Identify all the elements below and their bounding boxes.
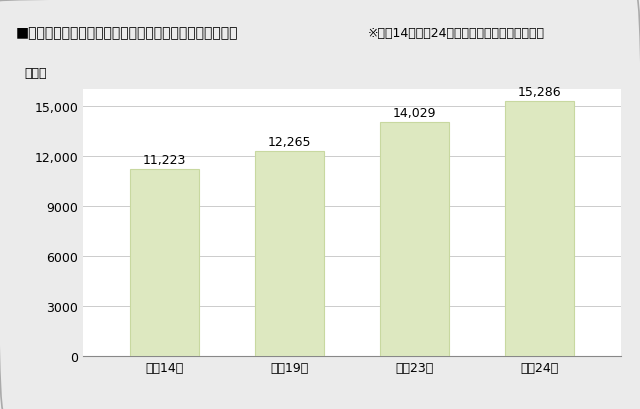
Bar (380, 123, 449, 356)
Bar (130, 169, 199, 356)
Text: ■遺産分割事件の新受件数（審判事件、調停事件の合計）: ■遺産分割事件の新受件数（審判事件、調停事件の合計） (16, 27, 239, 40)
Bar (255, 152, 324, 356)
Text: 15,286: 15,286 (518, 86, 561, 99)
Bar (505, 102, 574, 356)
Text: 12,265: 12,265 (268, 136, 311, 149)
Text: 11,223: 11,223 (143, 153, 186, 166)
Text: 14,029: 14,029 (393, 107, 436, 120)
Text: （件）: （件） (24, 66, 47, 79)
Text: ※平成14年度・24年度司法統計年表を元に作成: ※平成14年度・24年度司法統計年表を元に作成 (368, 27, 545, 40)
